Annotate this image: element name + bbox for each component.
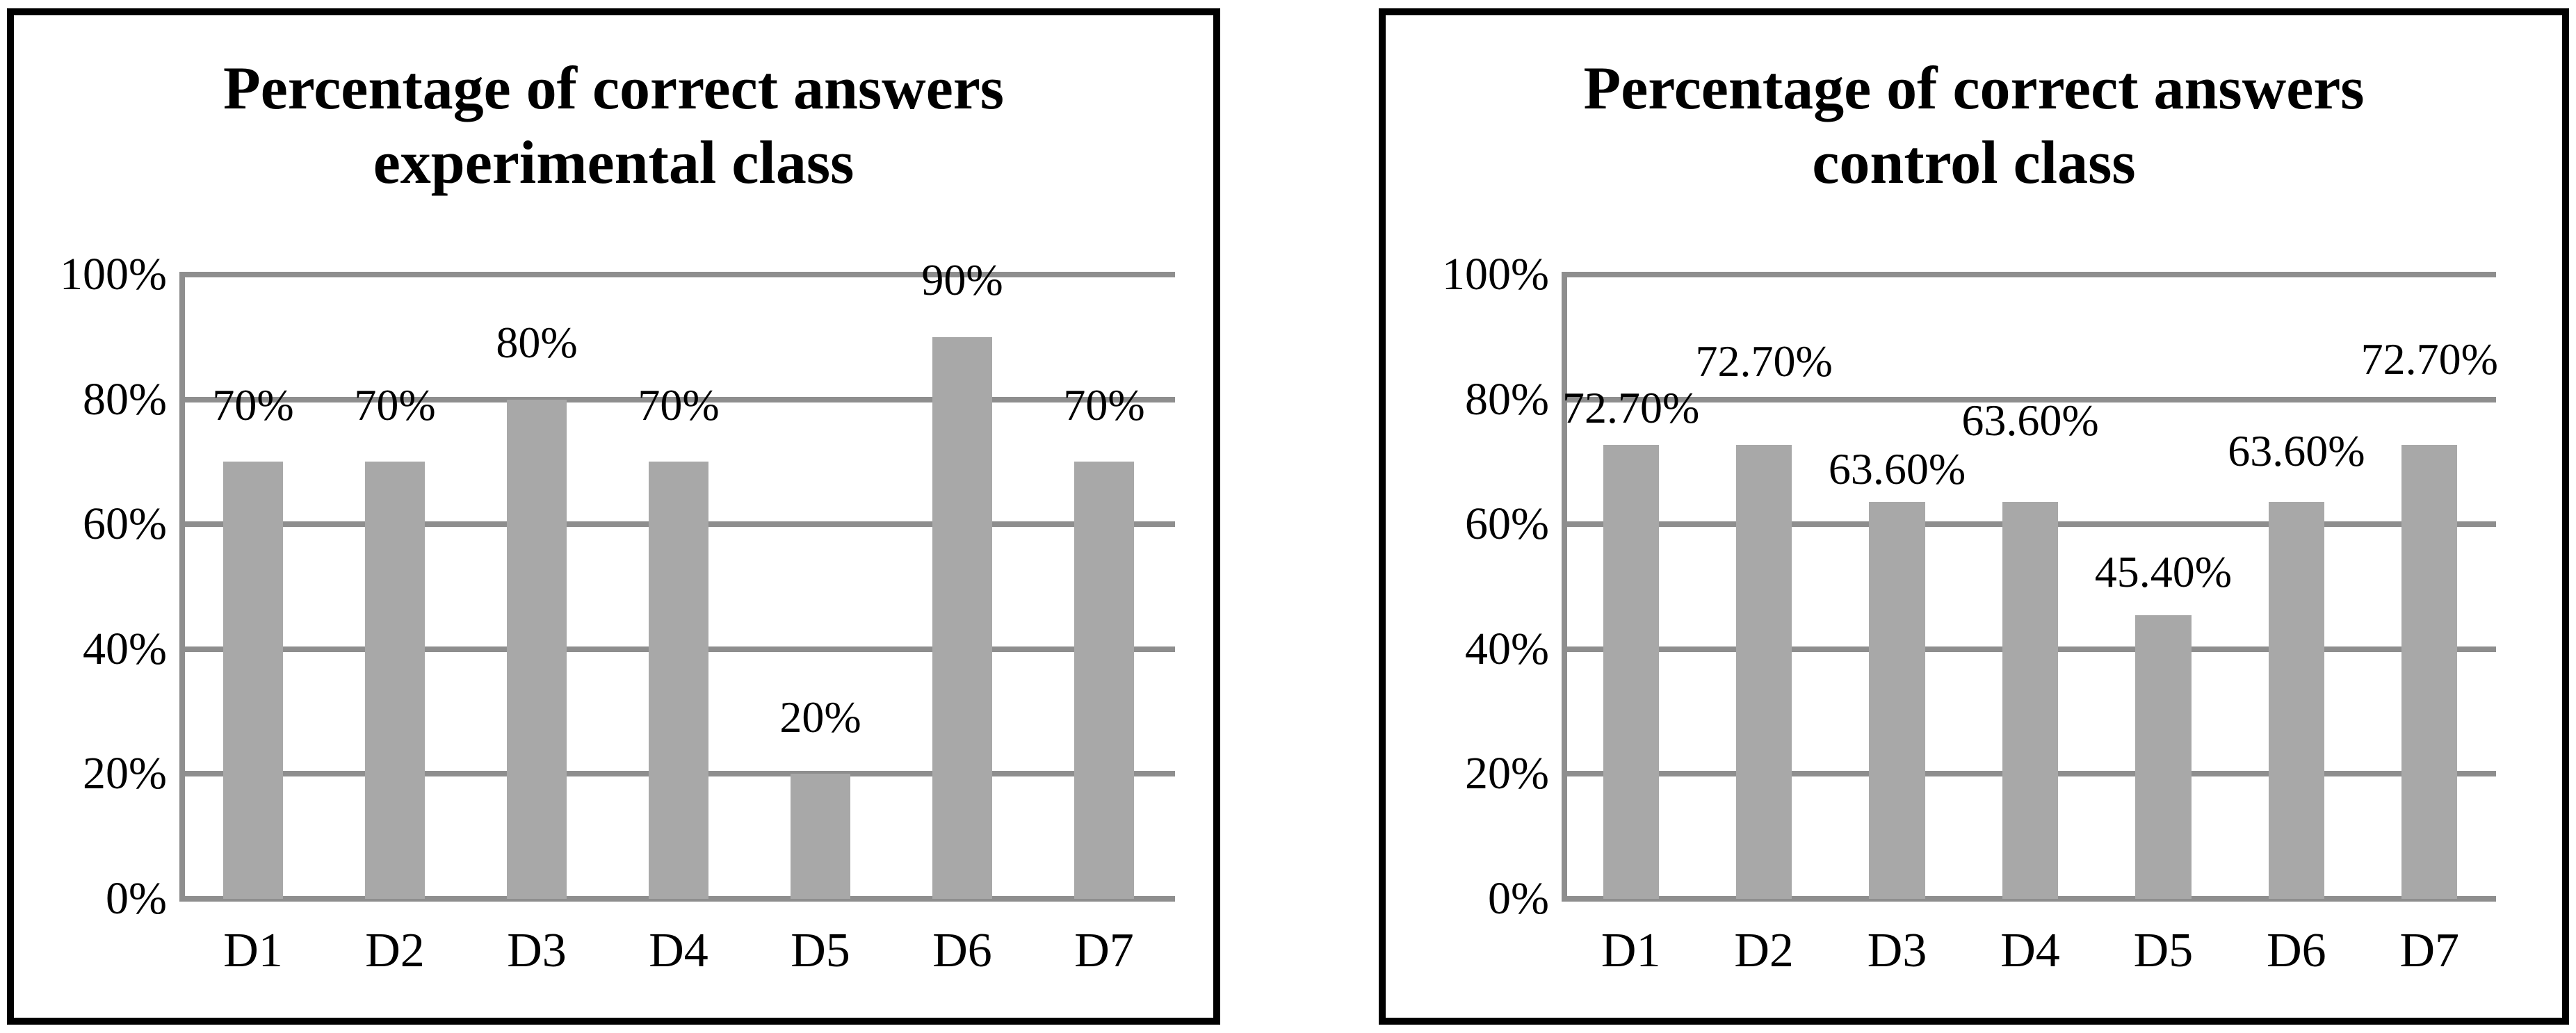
bar (1603, 445, 1659, 899)
bar-label: 63.60% (1961, 396, 2099, 446)
bar-label: 80% (496, 318, 578, 368)
chart-title: Percentage of correct answers control cl… (1386, 51, 2562, 200)
bar-label: 70% (638, 380, 720, 430)
bar (2268, 501, 2325, 899)
bar (1869, 501, 1925, 899)
bar (2002, 501, 2059, 899)
gridline (182, 396, 1175, 402)
bar (2135, 615, 2192, 899)
ytick-label: 20% (1465, 748, 1549, 799)
gridline (182, 272, 1175, 277)
y-axis-line (1562, 272, 1567, 902)
bar (932, 336, 992, 899)
ytick-label: 40% (1465, 623, 1549, 674)
xtick-label: D2 (1734, 924, 1794, 977)
gridline (182, 896, 1175, 902)
chart-title-line-2: control class (1812, 129, 2136, 197)
chart-title-line-1: Percentage of correct answers (1583, 55, 2365, 122)
xtick-label: D3 (1867, 924, 1927, 977)
ytick-label: 100% (1442, 249, 1549, 300)
bar-label: 20% (779, 692, 861, 742)
ytick-label: 40% (83, 623, 167, 674)
ytick-label: 100% (60, 249, 167, 300)
xtick-label: D3 (507, 924, 567, 977)
xtick-label: D5 (2133, 924, 2194, 977)
bar-label: 72.70% (1562, 383, 1700, 433)
xtick-label: D4 (2000, 924, 2060, 977)
ytick-label: 0% (1488, 873, 1549, 924)
bar (1735, 445, 1792, 899)
bar (791, 774, 850, 899)
xtick-label: D7 (2399, 924, 2460, 977)
bar-label: 72.70% (1695, 336, 1833, 387)
chart-title-line-2: experimental class (373, 129, 854, 197)
xtick-label: D6 (2267, 924, 2326, 977)
bar-label: 70% (354, 380, 436, 430)
bar-label: 90% (921, 255, 1003, 305)
bar (649, 462, 708, 899)
experimental-class-chart-panel: Percentage of correct answers experiment… (7, 8, 1220, 1025)
ytick-label: 60% (83, 498, 167, 550)
xtick-label: D5 (791, 924, 850, 977)
bar (507, 399, 567, 899)
bar-label: 45.40% (2094, 546, 2233, 596)
bar-label: 70% (212, 380, 294, 430)
control-class-chart-panel: Percentage of correct answers control cl… (1379, 8, 2569, 1025)
ytick-label: 0% (106, 873, 167, 924)
ytick-label: 60% (1465, 498, 1549, 550)
gridline (1564, 896, 2496, 902)
bar-label: 63.60% (2228, 426, 2365, 476)
y-axis-line (179, 272, 185, 902)
bar (223, 462, 283, 899)
plot-area: 0% 20% 40% 60% 80% 100% 72.70% D1 72.70% D2 63.60%… (1442, 252, 2498, 975)
xtick-label: D6 (932, 924, 992, 977)
xtick-label: D2 (365, 924, 425, 977)
bar-label: 63.60% (1828, 444, 1966, 494)
chart-title: Percentage of correct answers experiment… (14, 51, 1213, 200)
xtick-label: D4 (649, 924, 708, 977)
chart-title-line-1: Percentage of correct answers (222, 55, 1005, 122)
gridline (1564, 396, 2496, 402)
xtick-label: D1 (1601, 924, 1661, 977)
plot-area: 0% 20% 40% 60% 80% 100% 70% D1 70% D2 80% D3 70% D4 20… (60, 252, 1175, 975)
xtick-label: D7 (1074, 924, 1134, 977)
ytick-label: 20% (83, 748, 167, 799)
bar (1074, 462, 1134, 899)
ytick-label: 80% (83, 373, 167, 425)
bar (365, 462, 425, 899)
gridline (1564, 272, 2496, 277)
xtick-label: D1 (223, 924, 283, 977)
bar (2401, 445, 2458, 899)
bar-label: 72.70% (2360, 334, 2498, 384)
ytick-label: 80% (1465, 373, 1549, 425)
bar-label: 70% (1063, 380, 1145, 430)
